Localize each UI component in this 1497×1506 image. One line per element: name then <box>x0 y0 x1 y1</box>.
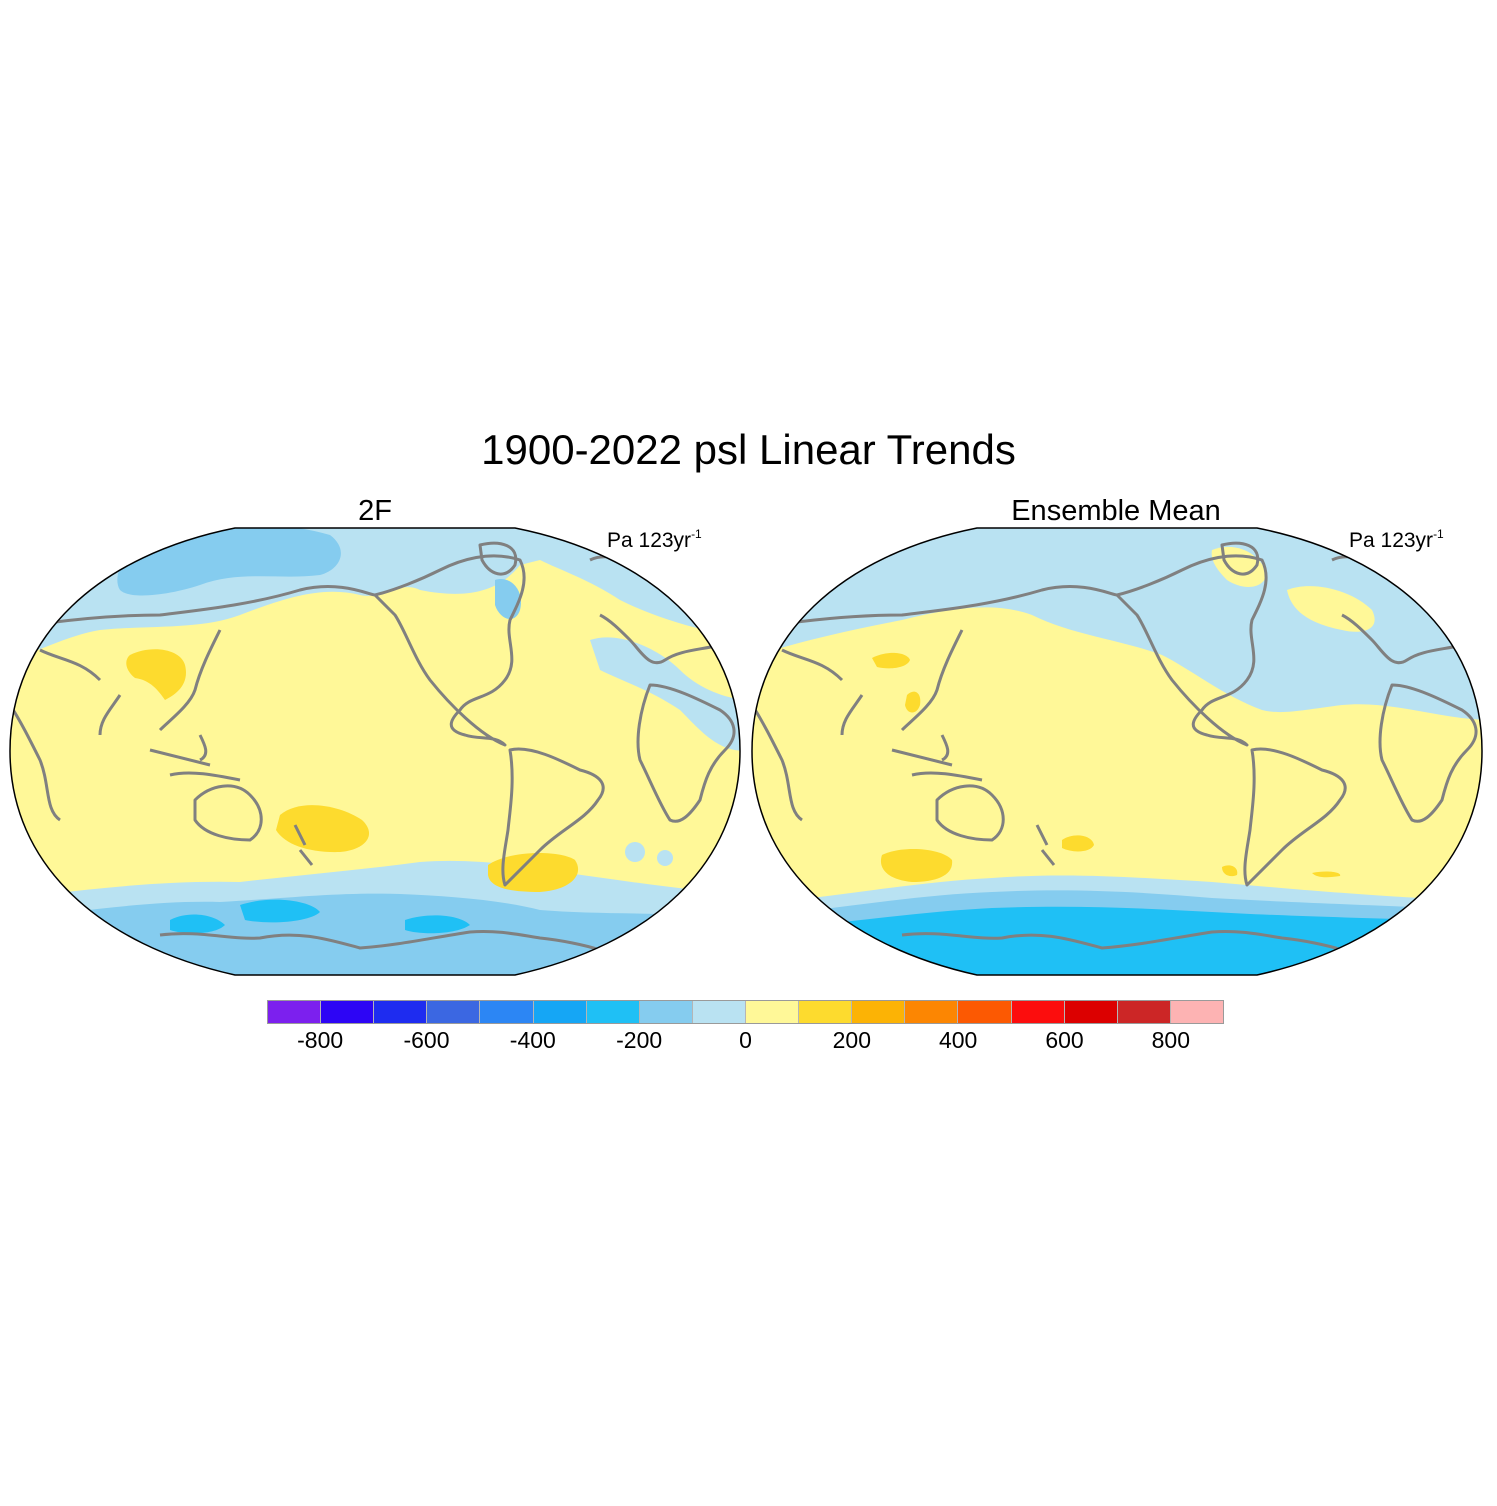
colorbar-swatch <box>1011 1001 1065 1023</box>
colorbar-swatch <box>1064 1001 1118 1023</box>
colorbar <box>267 1000 1224 1024</box>
coast-africa <box>1378 683 1478 823</box>
trend-field-negative-atlantic <box>590 637 740 751</box>
colorbar-swatch <box>958 1001 1012 1023</box>
coast-africa-west <box>752 704 803 822</box>
units-base-right: Pa 123yr <box>1349 529 1434 552</box>
trend-field-positive-small-3 <box>1312 871 1341 878</box>
coast-greenland <box>478 541 518 576</box>
trend-field-negative-spot-2 <box>657 850 673 866</box>
trend-field-positive-small-1 <box>1062 835 1094 852</box>
colorbar-swatch <box>745 1001 800 1023</box>
trend-field-positive-south-pacific <box>276 805 370 853</box>
coastlines <box>10 541 736 952</box>
colorbar-swatch <box>586 1001 640 1023</box>
colorbar-tick-label: -800 <box>297 1027 344 1053</box>
figure-title: 1900-2022 psl Linear Trends <box>481 426 1016 473</box>
colorbar-swatch <box>852 1001 906 1023</box>
colorbar-swatch <box>427 1001 481 1023</box>
coast-antarctica <box>901 930 1343 952</box>
colorbar-swatch <box>533 1001 587 1023</box>
colorbar-swatch <box>639 1001 693 1023</box>
map-boundary-left <box>9 527 741 976</box>
coast-antarctica <box>159 930 601 952</box>
colorbar-tick-label: 400 <box>938 1027 978 1053</box>
coast-australia <box>193 784 263 842</box>
colorbar-tick-label: 600 <box>1045 1027 1084 1053</box>
coastlines <box>752 541 1478 952</box>
units-exponent-right: -1 <box>1433 527 1444 541</box>
colorbar-tick-label: 800 <box>1151 1027 1191 1053</box>
trend-field-negative-spot-1 <box>625 842 645 862</box>
coast-north-america <box>373 554 526 747</box>
colorbar-swatch <box>374 1001 428 1023</box>
colorbar-tick-label: 0 <box>739 1027 752 1053</box>
colorbar-swatch <box>268 1001 322 1023</box>
coast-greenland <box>1220 541 1260 576</box>
units-label-right: Pa 123yr-1 <box>1349 527 1444 553</box>
trend-field-positive-north-atlantic <box>1287 586 1375 632</box>
units-exponent-left: -1 <box>691 527 702 541</box>
colorbar-swatch <box>1170 1001 1223 1023</box>
map-boundary-right <box>751 527 1483 976</box>
units-base-left: Pa 123yr <box>607 529 692 552</box>
coast-africa-west <box>10 704 61 822</box>
trend-field-positive-asia <box>126 649 186 700</box>
map-panel-ensemble-mean <box>751 527 1483 976</box>
coast-indonesia <box>149 734 241 782</box>
panel-title-left: 2F <box>358 495 392 527</box>
panel-title-right: Ensemble Mean <box>1011 495 1221 527</box>
coast-new-zealand <box>293 824 314 866</box>
coast-australia <box>935 784 1005 842</box>
trend-field-positive-south-atlantic <box>488 853 579 892</box>
colorbar-tick-label: -400 <box>509 1027 556 1053</box>
colorbar-swatch <box>1117 1001 1171 1023</box>
colorbar-swatch <box>692 1001 746 1023</box>
trend-field-negative-arctic <box>752 528 1482 720</box>
trend-field-positive-south-pacific <box>880 848 953 882</box>
trend-field-positive-asia-2 <box>905 691 921 713</box>
coast-south-america <box>1243 747 1347 887</box>
colorbar-tick-label: -200 <box>616 1027 663 1053</box>
coast-north-america <box>1115 554 1268 747</box>
colorbar-swatch <box>905 1001 959 1023</box>
colorbar-tick-label: -600 <box>403 1027 450 1053</box>
coast-new-zealand <box>1035 824 1056 866</box>
coast-eurasia <box>10 585 376 736</box>
units-label-left: Pa 123yr-1 <box>607 527 702 553</box>
trend-field-positive-small-2 <box>1222 865 1238 877</box>
coast-eurasia <box>752 585 1118 736</box>
map-panel-2f <box>9 527 741 976</box>
colorbar-swatch <box>321 1001 375 1023</box>
coast-south-america <box>501 747 605 887</box>
trend-field-negative-southern-strong <box>170 899 470 934</box>
colorbar-swatch <box>799 1001 853 1023</box>
coast-indonesia <box>891 734 983 782</box>
trend-field-positive-asia-1 <box>872 652 910 669</box>
colorbar-swatch <box>480 1001 534 1023</box>
colorbar-tick-label: 200 <box>832 1027 872 1053</box>
coast-africa <box>636 683 736 823</box>
